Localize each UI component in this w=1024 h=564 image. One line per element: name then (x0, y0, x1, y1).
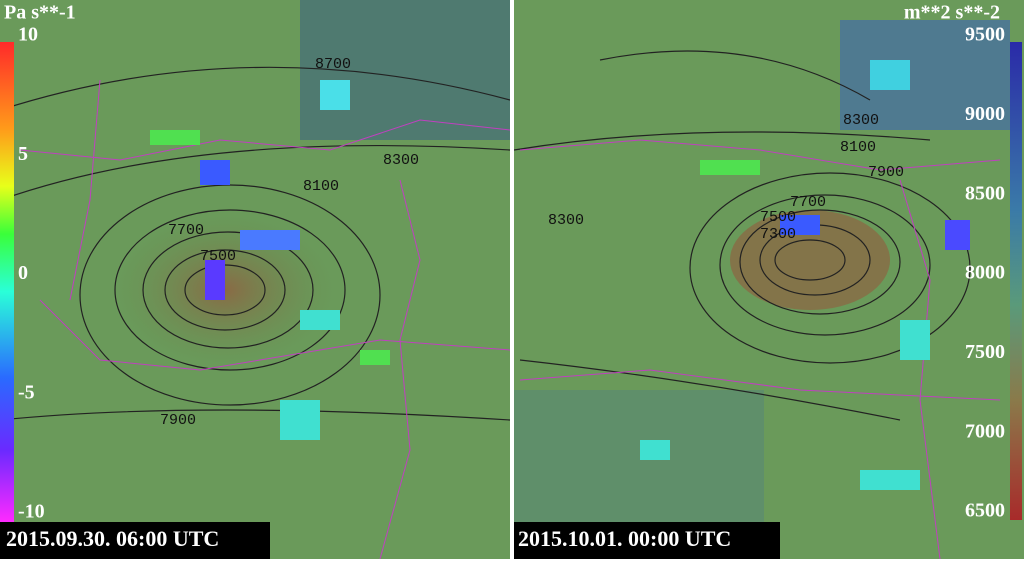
contour-label: 8300 (383, 152, 419, 169)
divider (510, 0, 514, 559)
colorbar-tick-label: 8000 (965, 262, 1005, 284)
contour-label: 7700 (168, 222, 204, 239)
contour-label: 7900 (160, 412, 196, 429)
colorbar-tick-label: 9500 (965, 24, 1005, 46)
contour-label: 8100 (840, 139, 876, 156)
colorbar-tick-label: -5 (18, 381, 35, 403)
contour-label: 7900 (868, 164, 904, 181)
colorbar-tick-label: 6500 (965, 500, 1005, 522)
contour-label: 8300 (548, 212, 584, 229)
colorbar-tick-label: 10 (18, 24, 38, 46)
contours (513, 50, 971, 421)
unit-label: m**2 s**-2 (904, 2, 1000, 24)
contour-label: 8700 (315, 56, 351, 73)
contour-label: 7700 (790, 194, 826, 211)
colorbar-tick-label: -10 (18, 501, 45, 523)
contour-label: 7300 (760, 226, 796, 243)
colorbar (0, 42, 14, 522)
vorticity-patches (150, 80, 390, 440)
contour-label: 7500 (760, 209, 796, 226)
unit-label: Pa s**-1 (4, 2, 76, 24)
colorbar-tick-label: 7000 (965, 420, 1005, 442)
colorbar-tick-label: 7500 (965, 341, 1005, 363)
low-area (730, 210, 890, 310)
colorbar-tick-label: 8500 (965, 182, 1005, 204)
vorticity-patches (640, 60, 970, 490)
contour-label: 7500 (200, 248, 236, 265)
colorbar-tick-label: 5 (18, 143, 28, 165)
timestamp: 2015.10.01. 00:00 UTC (518, 526, 731, 551)
colorbar-tick-label: 0 (18, 262, 28, 284)
timestamp: 2015.09.30. 06:00 UTC (6, 526, 219, 551)
colorbar (1010, 42, 1022, 520)
contour-label: 8300 (843, 112, 879, 129)
contour-label: 8100 (303, 178, 339, 195)
timestamp-box (0, 522, 270, 559)
colorbar-tick-label: 9000 (965, 103, 1005, 125)
timestamp-box (514, 522, 780, 559)
sea (840, 20, 1010, 130)
borders (19, 79, 511, 560)
